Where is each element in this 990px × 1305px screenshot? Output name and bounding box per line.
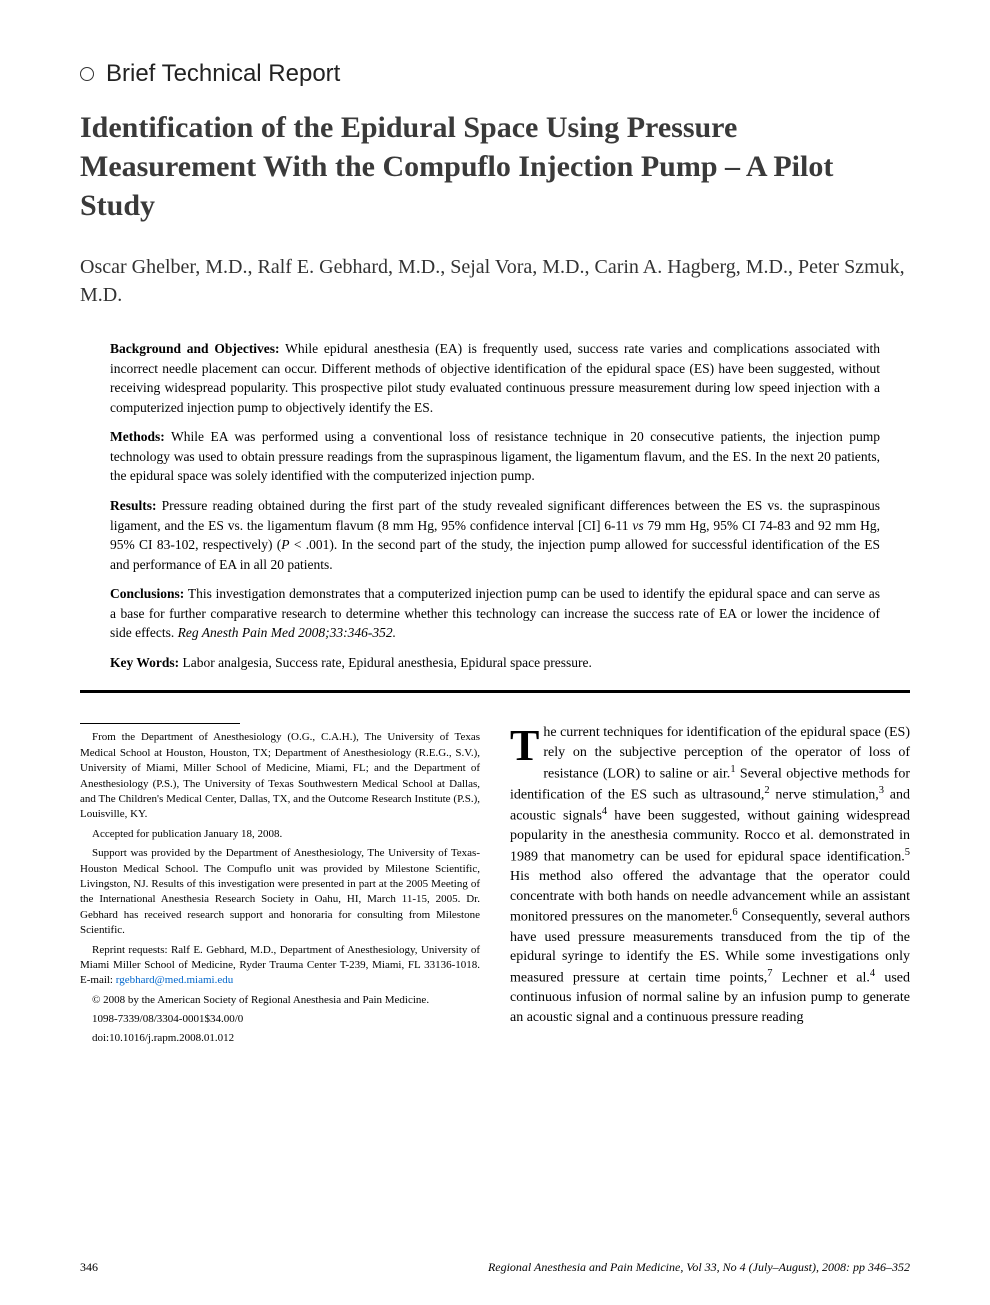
footnote-affiliation: From the Department of Anesthesiology (O…	[80, 730, 480, 822]
abstract-methods: Methods: While EA was performed using a …	[110, 427, 880, 486]
abstract-keywords: Key Words: Labor analgesia, Success rate…	[110, 653, 880, 673]
abstract-methods-text: While EA was performed using a conventio…	[110, 429, 880, 483]
footnote-divider	[80, 723, 240, 724]
footnote-doi: doi:10.1016/j.rapm.2008.01.012	[80, 1031, 480, 1046]
abstract-results: Results: Pressure reading obtained durin…	[110, 496, 880, 574]
abstract-background: Background and Objectives: While epidura…	[110, 339, 880, 417]
abstract-block: Background and Objectives: While epidura…	[110, 339, 880, 672]
page-footer: 346 Regional Anesthesia and Pain Medicin…	[80, 1260, 910, 1275]
abstract-methods-label: Methods:	[110, 429, 165, 444]
dropcap: T	[510, 723, 543, 764]
abstract-citation: Reg Anesth Pain Med 2008;33:346-352.	[178, 625, 396, 640]
footnote-copyright: © 2008 by the American Society of Region…	[80, 993, 480, 1008]
footnote-support: Support was provided by the Department o…	[80, 846, 480, 938]
page-number: 346	[80, 1260, 98, 1275]
section-label: Brief Technical Report	[106, 60, 340, 88]
body-p1-t3: nerve stimulation,	[770, 788, 879, 803]
article-title: Identification of the Epidural Space Usi…	[80, 108, 910, 225]
body-ref-5[interactable]: 5	[905, 847, 910, 858]
body-paragraph-1: The current techniques for identificatio…	[510, 723, 910, 1027]
footnote-accepted: Accepted for publication January 18, 200…	[80, 827, 480, 842]
section-header: Brief Technical Report	[80, 60, 910, 88]
two-column-layout: From the Department of Anesthesiology (O…	[80, 723, 910, 1050]
abstract-background-label: Background and Objectives:	[110, 341, 280, 356]
body-p1-t8: Lechner et al.	[773, 971, 870, 986]
footnote-email-link[interactable]: rgebhard@med.miami.edu	[116, 974, 233, 986]
abstract-divider	[80, 690, 910, 693]
abstract-results-p: P	[281, 537, 289, 552]
abstract-conclusions-label: Conclusions:	[110, 586, 184, 601]
abstract-keywords-label: Key Words:	[110, 655, 179, 670]
author-list: Oscar Ghelber, M.D., Ralf E. Gebhard, M.…	[80, 253, 910, 309]
abstract-results-vs: vs	[632, 518, 643, 533]
footnote-reprint: Reprint requests: Ralf E. Gebhard, M.D.,…	[80, 943, 480, 989]
abstract-keywords-text: Labor analgesia, Success rate, Epidural …	[183, 655, 592, 670]
left-column: From the Department of Anesthesiology (O…	[80, 723, 480, 1050]
footnote-issn: 1098-7339/08/3304-0001$34.00/0	[80, 1012, 480, 1027]
journal-citation: Regional Anesthesia and Pain Medicine, V…	[488, 1260, 910, 1275]
abstract-results-label: Results:	[110, 498, 157, 513]
section-marker-icon	[80, 67, 94, 81]
abstract-conclusions: Conclusions: This investigation demonstr…	[110, 584, 880, 643]
right-column: The current techniques for identificatio…	[510, 723, 910, 1050]
